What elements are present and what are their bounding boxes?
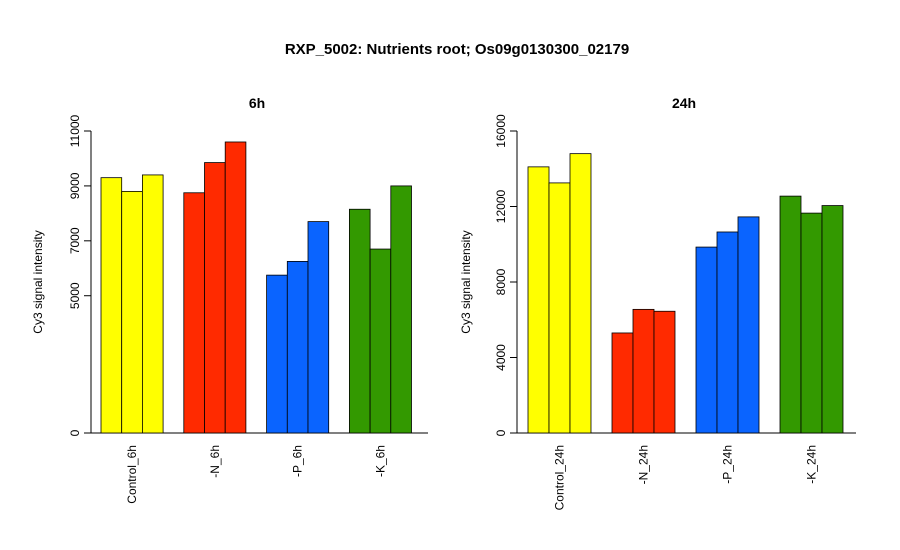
bar xyxy=(369,248,392,434)
bar xyxy=(737,216,760,434)
bar xyxy=(286,261,309,434)
panel-title: 6h xyxy=(249,95,265,111)
bar xyxy=(779,195,802,434)
category-label: Control_6h xyxy=(125,445,139,504)
bar xyxy=(183,192,205,434)
category-label: -N_24h xyxy=(637,445,651,484)
y-tick-label: 11000 xyxy=(68,114,82,147)
category-label: -K_24h xyxy=(805,445,819,484)
category-label: -P_6h xyxy=(291,445,305,477)
panel-6h: 6h 0 5000 7000 9000 11000 Cy3 signal intensity… xyxy=(31,95,428,504)
panel-title: 24h xyxy=(672,95,696,111)
bar xyxy=(695,246,718,434)
bar xyxy=(141,174,164,434)
bar xyxy=(653,310,676,434)
bar xyxy=(100,177,123,434)
category-label: -N_6h xyxy=(208,445,222,478)
category-label: -K_6h xyxy=(373,445,387,477)
y-tick-label: 4000 xyxy=(494,344,508,371)
y-tick-label: 9000 xyxy=(68,172,82,199)
bar xyxy=(821,205,844,434)
y-tick-label: 0 xyxy=(494,429,508,436)
y-tick-label: 5000 xyxy=(68,282,82,309)
bar xyxy=(548,182,571,434)
bar xyxy=(266,274,288,434)
bar xyxy=(390,185,412,434)
category-label: Control_24h xyxy=(553,445,567,510)
y-tick-label: 12000 xyxy=(494,189,508,223)
bar xyxy=(800,212,823,434)
figure-title: RXP_5002: Nutrients root; Os09g0130300_0… xyxy=(285,41,629,58)
y-axis-label: Cy3 signal intensity xyxy=(459,230,473,333)
panel-24h: 24h 0 4000 8000 12000 16000 Cy3 signal intensi… xyxy=(459,95,856,510)
bar xyxy=(204,162,226,434)
y-axis-label: Cy3 signal intensity xyxy=(31,230,45,333)
y-tick-label: 7000 xyxy=(68,227,82,254)
category-label: -P_24h xyxy=(721,445,735,484)
bar xyxy=(224,141,247,434)
y-tick-label: 16000 xyxy=(494,114,508,148)
bar xyxy=(527,166,550,434)
bar xyxy=(121,190,143,434)
bar xyxy=(716,231,739,434)
bar xyxy=(611,332,634,434)
y-tick-label: 0 xyxy=(68,429,82,436)
bar xyxy=(307,221,330,434)
bar xyxy=(348,208,371,434)
bar xyxy=(569,153,592,434)
y-tick-label: 8000 xyxy=(494,268,508,295)
bar xyxy=(632,308,655,434)
